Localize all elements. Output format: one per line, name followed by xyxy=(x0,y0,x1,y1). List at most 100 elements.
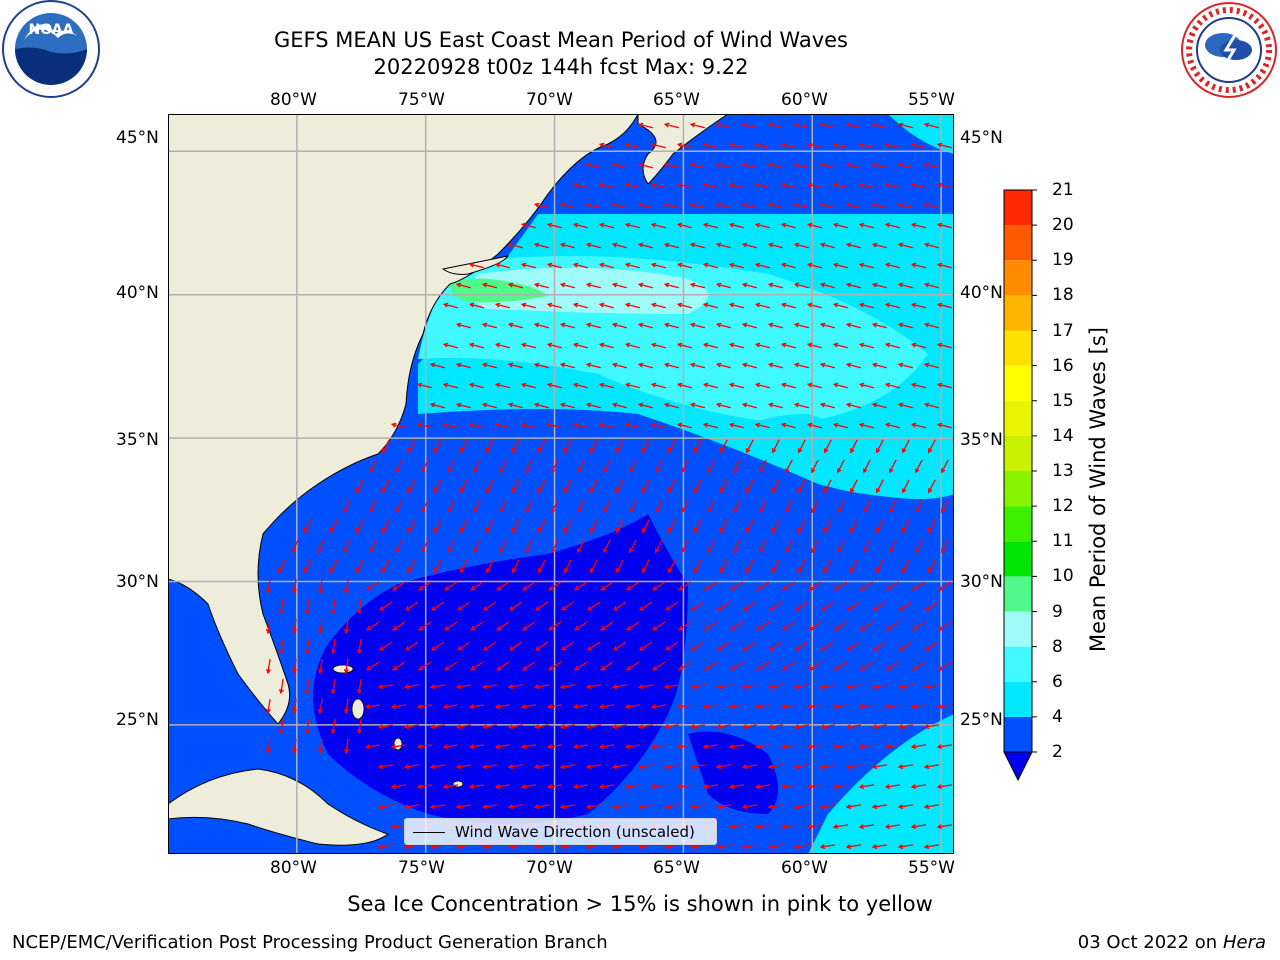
wave-vector xyxy=(577,459,585,473)
wave-vector xyxy=(873,323,887,329)
wave-vector xyxy=(808,343,822,349)
wave-vector-head xyxy=(728,302,735,308)
wave-vector xyxy=(665,601,679,611)
wave-vector xyxy=(681,499,689,513)
wave-vector-head xyxy=(418,666,424,671)
wave-vector-head xyxy=(585,322,592,328)
wave-vector xyxy=(356,519,364,533)
wave-vector-head xyxy=(278,688,284,695)
wave-vector xyxy=(522,661,536,671)
wave-vector-head xyxy=(897,724,904,730)
wave-vector xyxy=(366,581,380,591)
wave-vector xyxy=(769,363,783,369)
wave-vector-head xyxy=(455,322,462,328)
noaa-logo-text: NOAA xyxy=(29,22,74,38)
wave-vector-head xyxy=(585,162,592,168)
wave-vector-head xyxy=(291,708,297,715)
wave-vector-head xyxy=(886,626,892,631)
wave-vector xyxy=(629,459,637,473)
wave-vector xyxy=(691,601,705,611)
noaa-logo: NOAA xyxy=(0,0,104,100)
wave-vector xyxy=(665,123,679,129)
wave-vector-head xyxy=(447,468,452,474)
wave-vector-head xyxy=(767,684,774,690)
colorbar-tick-label: 8 xyxy=(1052,636,1063,657)
wave-vector xyxy=(886,303,900,309)
wave-vector xyxy=(369,539,377,553)
wave-vector-head xyxy=(546,222,553,228)
wave-vector xyxy=(873,283,887,289)
wave-vector xyxy=(691,203,705,209)
wave-vector-head xyxy=(278,568,283,574)
wave-vector xyxy=(937,824,953,828)
wave-vector-head xyxy=(819,162,826,168)
wave-vector xyxy=(280,598,284,614)
wave-vector xyxy=(509,641,523,651)
wave-vector xyxy=(626,423,640,429)
wave-vector xyxy=(457,403,471,409)
wave-vector xyxy=(603,459,611,473)
wave-vector xyxy=(756,581,770,591)
wave-vector xyxy=(859,784,875,788)
wave-vector xyxy=(863,539,871,553)
wave-vector-head xyxy=(577,548,582,554)
wave-vector xyxy=(469,784,485,788)
wave-vector-head xyxy=(533,804,540,810)
wave-vector-head xyxy=(572,222,579,228)
colorbar-tick-label: 2 xyxy=(1052,742,1063,762)
wave-vector-head xyxy=(915,468,920,474)
wave-vector-head xyxy=(522,626,528,631)
wave-vector-head xyxy=(533,202,540,208)
wave-vector xyxy=(795,243,809,249)
wave-vector xyxy=(820,724,836,728)
wave-vector-head xyxy=(715,122,722,128)
wave-vector xyxy=(678,661,692,671)
wave-vector-head xyxy=(343,668,349,675)
wave-vector xyxy=(280,678,284,694)
wave-vector-head xyxy=(655,548,660,554)
wave-vector xyxy=(886,343,900,349)
wave-vector xyxy=(664,804,680,808)
wave-vector xyxy=(408,559,416,573)
wave-vector xyxy=(629,539,637,553)
wave-vector xyxy=(847,601,861,611)
wave-vector-head xyxy=(923,402,930,408)
wave-vector-head xyxy=(629,468,634,474)
wave-vector xyxy=(795,403,809,409)
wave-vector xyxy=(889,539,897,553)
wave-vector-head xyxy=(923,844,930,850)
wave-vector xyxy=(938,621,952,631)
wave-vector-head xyxy=(598,784,605,790)
wave-vector xyxy=(460,519,468,533)
wave-vector-head xyxy=(356,728,362,735)
wave-vector xyxy=(807,784,823,788)
wave-vector-head xyxy=(655,468,660,474)
wave-vector xyxy=(846,724,862,728)
wave-vector-head xyxy=(733,548,738,554)
wave-vector xyxy=(924,844,940,848)
wave-vector-head xyxy=(915,508,920,514)
wave-vector xyxy=(561,403,575,409)
wave-vector xyxy=(794,684,810,688)
wave-vector xyxy=(938,383,952,389)
wave-vector-head xyxy=(832,222,839,228)
wave-vector-head xyxy=(728,182,735,188)
wave-vector xyxy=(677,744,693,748)
wave-vector xyxy=(447,459,455,473)
wave-vector-head xyxy=(390,824,397,830)
wave-vector-head xyxy=(754,142,761,148)
wave-vector xyxy=(902,519,910,533)
wave-vector-head xyxy=(819,242,826,248)
wave-vector xyxy=(306,678,310,694)
wave-vector-head xyxy=(585,844,592,850)
wave-vector xyxy=(847,323,861,329)
wave-vector-head xyxy=(707,548,712,554)
wave-vector-head xyxy=(343,748,349,755)
wave-vector xyxy=(564,439,572,453)
wave-vector xyxy=(912,183,926,189)
wave-vector-head xyxy=(808,666,814,671)
wave-vector-head xyxy=(304,688,310,695)
wave-vector-head xyxy=(639,606,645,611)
wave-vector-head xyxy=(689,122,696,128)
wave-vector-head xyxy=(806,422,813,428)
